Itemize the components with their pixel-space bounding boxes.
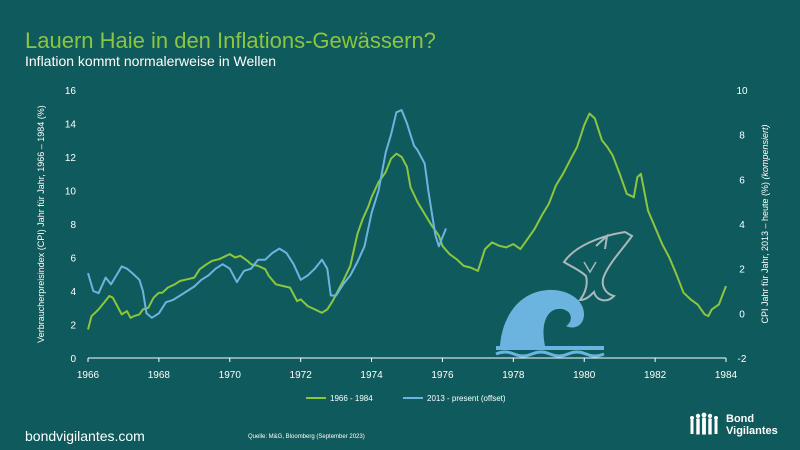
ocean-wave-icon: [495, 289, 605, 358]
source-note: Quelle: M&G, Bloomberg (September 2023): [248, 434, 365, 440]
y-right-tick-label: 6: [739, 175, 745, 186]
legend-label-2: 2013 - present (offset): [427, 394, 506, 403]
y-left-tick-label: 14: [65, 120, 77, 131]
x-tick-label: 1980: [573, 370, 596, 381]
x-tick-label: 1966: [77, 370, 100, 381]
series-line-1: [87, 112, 727, 330]
x-tick-label: 1978: [502, 370, 525, 381]
y-left-axis-label: Verbraucherpreisindex (CPI) Jahr für Jah…: [36, 105, 46, 343]
y-left-tick-label: 12: [65, 153, 77, 164]
y-left-tick-label: 0: [70, 354, 76, 365]
y-right-tick-label: 2: [739, 265, 745, 276]
legend-label-1: 1966 - 1984: [330, 394, 373, 403]
y-right-tick-label: 4: [739, 220, 745, 231]
x-tick-label: 1976: [431, 370, 454, 381]
y-right-axis-label: CPI Jahr für Jahr, 2013 – heute (%) (kom…: [760, 124, 770, 323]
x-tick-label: 1984: [715, 370, 738, 381]
y-left-tick-label: 4: [70, 287, 76, 298]
y-right-tick-label: -2: [738, 354, 747, 365]
brand-url[interactable]: bondvigilantes.com: [25, 428, 145, 444]
y-left-tick-label: 10: [65, 187, 77, 198]
y-left-tick-label: 2: [70, 321, 76, 332]
y-left-tick-label: 16: [65, 86, 77, 97]
y-left-tick-label: 8: [70, 220, 76, 231]
series-line-2: [87, 109, 447, 319]
logo-line-2: Vigilantes: [726, 425, 778, 437]
logo-line-1: Bond: [726, 413, 755, 425]
page-subtitle: Inflation kommt normalerweise in Wellen: [25, 53, 277, 69]
y-right-axis-label-main: CPI Jahr für Jahr, 2013 – heute (%): [760, 179, 770, 323]
y-right-tick-label: 8: [739, 131, 745, 142]
y-left-tick-label: 6: [70, 254, 76, 265]
x-tick-label: 1970: [219, 370, 242, 381]
y-right-axis-label-italic: (kompensiert): [760, 124, 770, 179]
bond-vigilantes-logo: Bond Vigilantes: [688, 408, 778, 446]
y-right-tick-label: 0: [739, 309, 745, 320]
jumping-shark-icon: [562, 230, 634, 302]
page-title: Lauern Haie in den Inflations-Gewässern?: [25, 28, 436, 53]
y-right-tick-label: 10: [736, 86, 748, 97]
x-tick-label: 1968: [148, 370, 171, 381]
x-tick-label: 1982: [644, 370, 667, 381]
x-tick-label: 1974: [360, 370, 383, 381]
logo-text: Bond Vigilantes: [726, 413, 778, 437]
people-silhouette-icon: [690, 412, 718, 435]
x-tick-label: 1972: [290, 370, 313, 381]
